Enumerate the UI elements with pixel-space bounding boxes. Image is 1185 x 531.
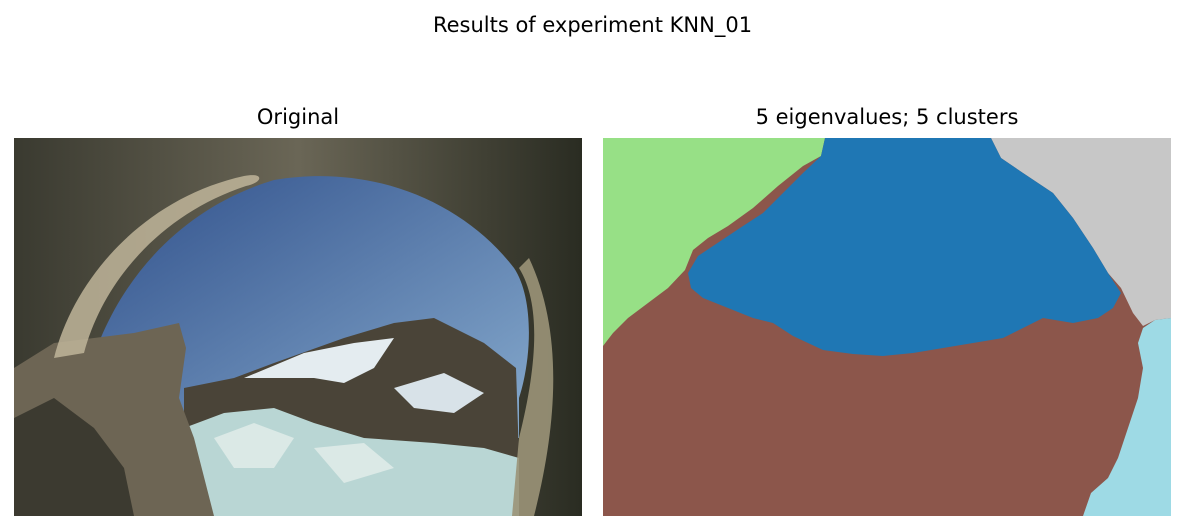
- original-panel-title: Original: [256, 105, 340, 129]
- original-image: [14, 138, 582, 516]
- cluster-lightblue-region: [1083, 318, 1171, 516]
- left-rock-shadow: [14, 398, 134, 516]
- cave-right-wall: [512, 258, 554, 516]
- glacier-ice-highlight: [214, 423, 394, 483]
- cluster-blue-region: [688, 138, 1121, 356]
- mountain-snow-2: [394, 373, 484, 413]
- mountain-snow: [244, 338, 394, 383]
- segmentation-title-line1: 5 eigenvalues; 5 clusters: [755, 105, 1019, 129]
- cluster-green-region: [603, 138, 825, 346]
- cluster-gray-region: [991, 138, 1171, 326]
- cave-arch-highlight: [54, 175, 260, 358]
- figure-suptitle: Results of experiment KNN_01: [432, 13, 753, 37]
- segmentation-image: [603, 138, 1171, 516]
